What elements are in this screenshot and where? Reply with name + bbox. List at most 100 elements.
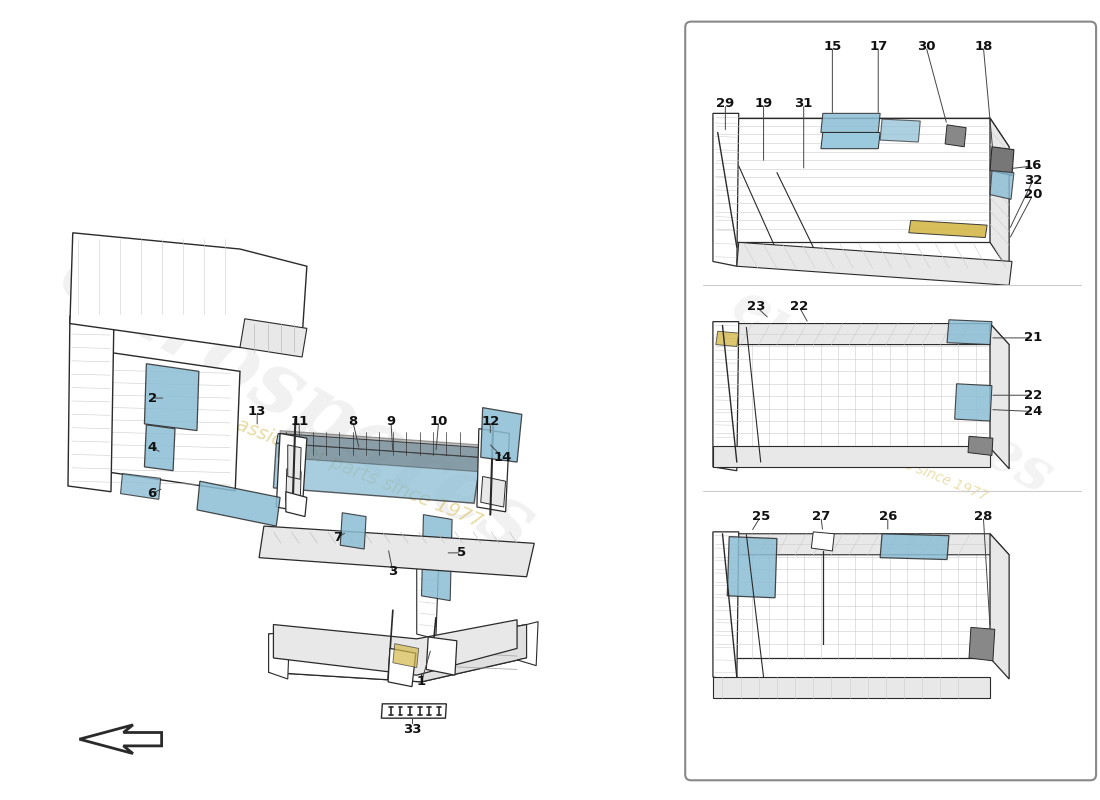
Text: 31: 31 (794, 98, 813, 110)
Polygon shape (713, 322, 739, 470)
Text: 16: 16 (1024, 159, 1042, 173)
Polygon shape (481, 408, 521, 462)
Text: 19: 19 (755, 98, 772, 110)
Polygon shape (68, 316, 114, 492)
Polygon shape (713, 323, 990, 448)
Text: 8: 8 (348, 414, 358, 427)
Polygon shape (79, 725, 162, 754)
Polygon shape (340, 513, 366, 549)
Text: 25: 25 (751, 510, 770, 523)
Text: eurospares: eurospares (45, 230, 549, 570)
Text: 13: 13 (248, 405, 266, 418)
Text: 5: 5 (458, 546, 466, 559)
Polygon shape (286, 469, 301, 503)
Polygon shape (421, 514, 452, 601)
Text: 33: 33 (403, 723, 421, 736)
Polygon shape (382, 704, 447, 718)
Polygon shape (276, 434, 307, 512)
Polygon shape (427, 637, 456, 675)
Polygon shape (713, 532, 739, 681)
Polygon shape (144, 364, 199, 430)
Text: 18: 18 (975, 40, 992, 53)
Polygon shape (393, 644, 419, 667)
Polygon shape (260, 526, 535, 577)
Polygon shape (990, 323, 1009, 469)
Polygon shape (276, 434, 484, 458)
Polygon shape (121, 474, 161, 499)
Polygon shape (713, 323, 1009, 345)
Text: 3: 3 (388, 566, 397, 578)
Text: a passion for parts since 1977: a passion for parts since 1977 (205, 403, 485, 531)
Polygon shape (737, 242, 1012, 286)
FancyBboxPatch shape (685, 22, 1096, 780)
Text: 11: 11 (290, 414, 308, 427)
Polygon shape (880, 534, 949, 559)
Text: 30: 30 (916, 40, 935, 53)
Polygon shape (955, 384, 992, 421)
Polygon shape (197, 482, 280, 526)
Text: 27: 27 (812, 510, 830, 523)
Polygon shape (713, 118, 1009, 147)
Text: 17: 17 (869, 40, 888, 53)
Polygon shape (812, 532, 834, 551)
Text: 24: 24 (1024, 405, 1042, 418)
Text: 29: 29 (716, 98, 735, 110)
Polygon shape (990, 147, 1014, 175)
Polygon shape (517, 622, 538, 666)
Polygon shape (969, 627, 994, 661)
Polygon shape (713, 534, 990, 658)
Polygon shape (713, 114, 739, 266)
Polygon shape (713, 534, 1009, 554)
Text: 23: 23 (747, 300, 766, 313)
Polygon shape (417, 558, 439, 639)
Polygon shape (395, 649, 424, 662)
Polygon shape (268, 634, 421, 682)
Polygon shape (909, 220, 987, 238)
Polygon shape (144, 425, 175, 470)
Text: 12: 12 (481, 414, 499, 427)
Text: 4: 4 (147, 442, 156, 454)
Polygon shape (268, 625, 527, 682)
Polygon shape (477, 429, 509, 512)
Polygon shape (345, 646, 395, 661)
Polygon shape (388, 649, 416, 686)
Text: 21: 21 (1024, 331, 1042, 344)
Polygon shape (968, 436, 993, 455)
Polygon shape (481, 477, 506, 507)
Polygon shape (990, 170, 1014, 199)
Polygon shape (713, 118, 990, 242)
Text: eurospares: eurospares (720, 275, 1063, 506)
Polygon shape (274, 443, 481, 503)
Text: 20: 20 (1024, 188, 1042, 201)
Polygon shape (880, 119, 921, 142)
Polygon shape (713, 677, 990, 698)
Polygon shape (821, 133, 880, 149)
Text: 26: 26 (879, 510, 896, 523)
Polygon shape (945, 125, 966, 147)
Text: 22: 22 (1024, 389, 1042, 402)
Polygon shape (278, 430, 481, 472)
Polygon shape (716, 331, 739, 346)
Text: 28: 28 (975, 510, 992, 523)
Text: 15: 15 (823, 40, 842, 53)
Text: 2: 2 (147, 391, 156, 405)
Text: 14: 14 (494, 451, 512, 464)
Polygon shape (713, 446, 990, 467)
Polygon shape (73, 345, 109, 472)
Text: 22: 22 (790, 300, 808, 313)
Text: 32: 32 (1024, 174, 1042, 186)
Polygon shape (421, 625, 527, 682)
Text: 10: 10 (429, 414, 448, 427)
Polygon shape (268, 631, 289, 679)
Text: 6: 6 (147, 487, 156, 500)
Polygon shape (727, 537, 777, 598)
Polygon shape (947, 320, 992, 345)
Polygon shape (990, 534, 1009, 679)
Polygon shape (288, 445, 301, 479)
Polygon shape (286, 492, 307, 517)
Text: 7: 7 (333, 531, 342, 544)
Text: a passion for parts since 1977: a passion for parts since 1977 (790, 411, 990, 503)
Polygon shape (73, 347, 240, 490)
Text: 9: 9 (386, 414, 396, 427)
Text: 1: 1 (417, 675, 426, 688)
